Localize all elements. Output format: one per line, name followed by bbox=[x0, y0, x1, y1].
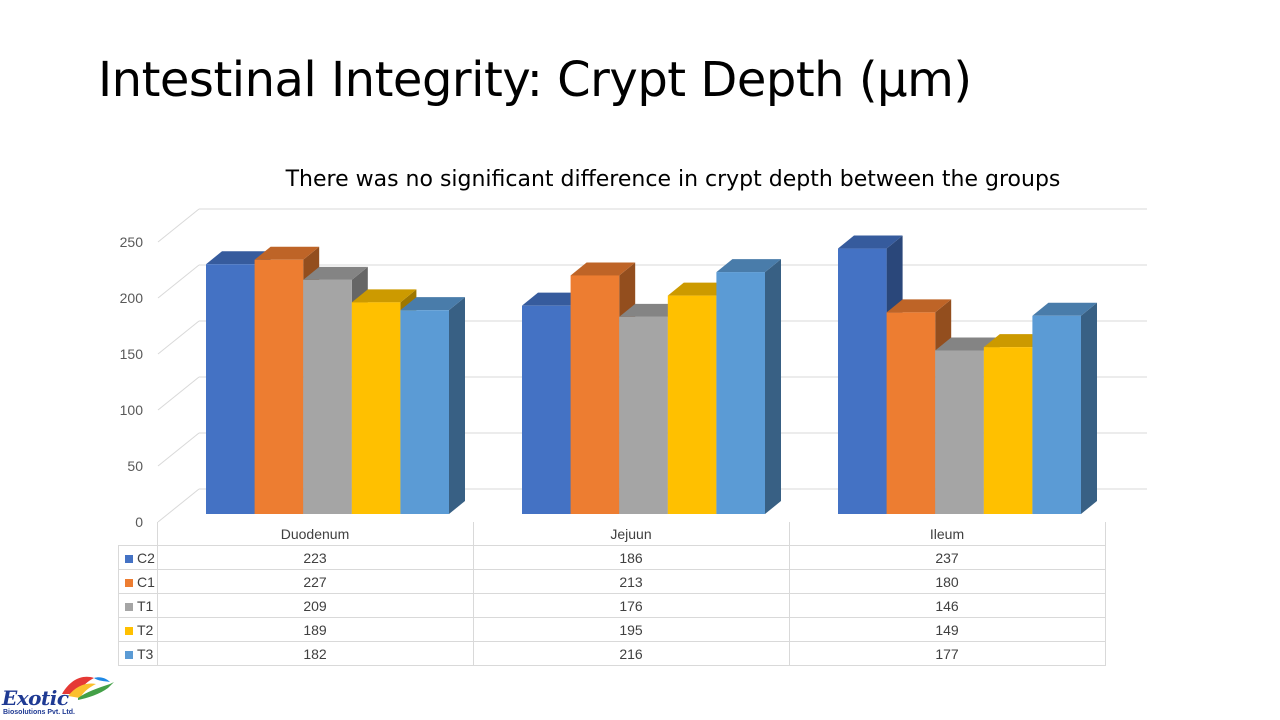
series-name: C2 bbox=[137, 549, 155, 566]
bar-top-t3-duodenum bbox=[400, 297, 465, 311]
data-label: 149 bbox=[788, 617, 1106, 642]
y-tick-label: 250 bbox=[120, 234, 144, 250]
logo-subtitle: Biosolutions Pvt. Ltd. bbox=[3, 709, 75, 716]
y-tick-label: 150 bbox=[120, 346, 144, 362]
legend-swatch-icon bbox=[125, 578, 133, 587]
series-name: T3 bbox=[137, 645, 154, 662]
bar-top-c1-ileum bbox=[886, 299, 952, 313]
bar-side-t3-jejuun bbox=[765, 259, 781, 514]
category-label: Jejuun bbox=[472, 522, 790, 546]
data-label: 180 bbox=[788, 569, 1106, 594]
bar-t3-ileum bbox=[1032, 315, 1081, 514]
company-logo: Exotic Biosolutions Pvt. Ltd. bbox=[2, 672, 116, 720]
table-row: T2 189 195 149 bbox=[118, 617, 1106, 642]
table-row: T1 209 176 146 bbox=[118, 593, 1106, 618]
bar-t3-duodenum bbox=[400, 310, 449, 514]
category-label: Ileum bbox=[788, 522, 1106, 546]
gridline-depth bbox=[157, 208, 200, 243]
series-name: T1 bbox=[137, 597, 154, 614]
bar-t1-duodenum bbox=[303, 279, 352, 514]
data-label: 237 bbox=[788, 545, 1106, 570]
legend-entry: C1 bbox=[118, 569, 158, 594]
bar-t1-jejuun bbox=[619, 316, 668, 514]
data-label: 182 bbox=[156, 641, 474, 666]
category-label: Duodenum bbox=[156, 522, 474, 546]
data-label: 146 bbox=[788, 593, 1106, 618]
data-label: 213 bbox=[472, 569, 790, 594]
bar-top-t3-ileum bbox=[1032, 302, 1097, 316]
logo-wordmark: Exotic bbox=[2, 686, 69, 710]
bar-top-c1-duodenum bbox=[254, 246, 320, 260]
bar-top-c2-jejuun bbox=[522, 292, 587, 306]
hummingbird-logo-icon bbox=[62, 676, 114, 700]
gridline-depth bbox=[157, 320, 200, 355]
data-label: 177 bbox=[788, 641, 1106, 666]
data-table-header-row: Duodenum Jejuun Ileum bbox=[118, 522, 1106, 546]
data-label: 223 bbox=[156, 545, 474, 570]
bar-c2-ileum bbox=[838, 248, 887, 514]
bar-t2-duodenum bbox=[351, 302, 401, 514]
bar-top-t1-jejuun bbox=[619, 303, 684, 317]
bar-top-t1-ileum bbox=[935, 337, 1000, 351]
bar-top-t2-ileum bbox=[983, 334, 1049, 348]
legend-swatch-icon bbox=[125, 554, 133, 563]
gridline-depth bbox=[157, 488, 200, 523]
table-row: C1 227 213 180 bbox=[118, 569, 1106, 594]
legend-swatch-icon bbox=[125, 602, 133, 611]
slide-title: Intestinal Integrity: Crypt Depth (µm) bbox=[98, 52, 972, 108]
data-label: 227 bbox=[156, 569, 474, 594]
legend-entry: T2 bbox=[118, 617, 158, 642]
y-tick-label: 100 bbox=[120, 402, 144, 418]
data-label: 216 bbox=[472, 641, 790, 666]
data-label: 189 bbox=[156, 617, 474, 642]
chart-title: There was no significant difference in c… bbox=[285, 167, 1061, 192]
bar-c2-duodenum bbox=[206, 264, 255, 514]
series-name: C1 bbox=[137, 573, 155, 590]
gridline-depth bbox=[157, 432, 200, 467]
data-label: 176 bbox=[472, 593, 790, 618]
bar-side-t3-duodenum bbox=[449, 297, 465, 514]
data-label: 209 bbox=[156, 593, 474, 618]
bar-c1-duodenum bbox=[254, 259, 304, 514]
bar-t3-jejuun bbox=[716, 272, 765, 514]
legend-entry: T1 bbox=[118, 593, 158, 618]
legend-entry: T3 bbox=[118, 641, 158, 666]
chart-data-table: Duodenum Jejuun Ileum C2 223 186 237 C1 227 213 1… bbox=[118, 522, 1106, 666]
legend-swatch-icon bbox=[125, 626, 133, 635]
data-label: 195 bbox=[472, 617, 790, 642]
series-name: T2 bbox=[137, 621, 154, 638]
gridline-depth bbox=[157, 264, 200, 299]
bar-t2-ileum bbox=[983, 347, 1033, 514]
table-row: T3 182 216 177 bbox=[118, 641, 1106, 666]
chart-bars bbox=[206, 235, 1097, 515]
legend-swatch-icon bbox=[125, 650, 133, 659]
bar-c2-jejuun bbox=[522, 305, 571, 514]
bar-c1-ileum bbox=[886, 312, 936, 514]
bar-t1-ileum bbox=[935, 350, 984, 514]
table-row: C2 223 186 237 bbox=[118, 545, 1106, 570]
data-table-body: C2 223 186 237 C1 227 213 180 T1 209 176 146 T2 189 19… bbox=[118, 545, 1106, 666]
gridline-depth bbox=[157, 376, 200, 411]
data-table-corner bbox=[118, 522, 158, 546]
bar-top-c2-duodenum bbox=[206, 251, 271, 265]
bar-top-t1-duodenum bbox=[303, 266, 368, 280]
bar-c1-jejuun bbox=[570, 275, 620, 514]
data-label: 186 bbox=[472, 545, 790, 570]
bar-t2-jejuun bbox=[667, 295, 717, 514]
bar-top-c2-ileum bbox=[838, 235, 903, 249]
bar-top-t3-jejuun bbox=[716, 259, 781, 273]
legend-entry: C2 bbox=[118, 545, 158, 570]
bar-side-t3-ileum bbox=[1081, 302, 1097, 514]
bar-top-c1-jejuun bbox=[570, 262, 636, 276]
y-tick-label: 50 bbox=[127, 458, 143, 474]
y-tick-label: 200 bbox=[120, 290, 144, 306]
bar-top-t2-duodenum bbox=[351, 289, 417, 303]
bar-top-t2-jejuun bbox=[667, 282, 733, 296]
